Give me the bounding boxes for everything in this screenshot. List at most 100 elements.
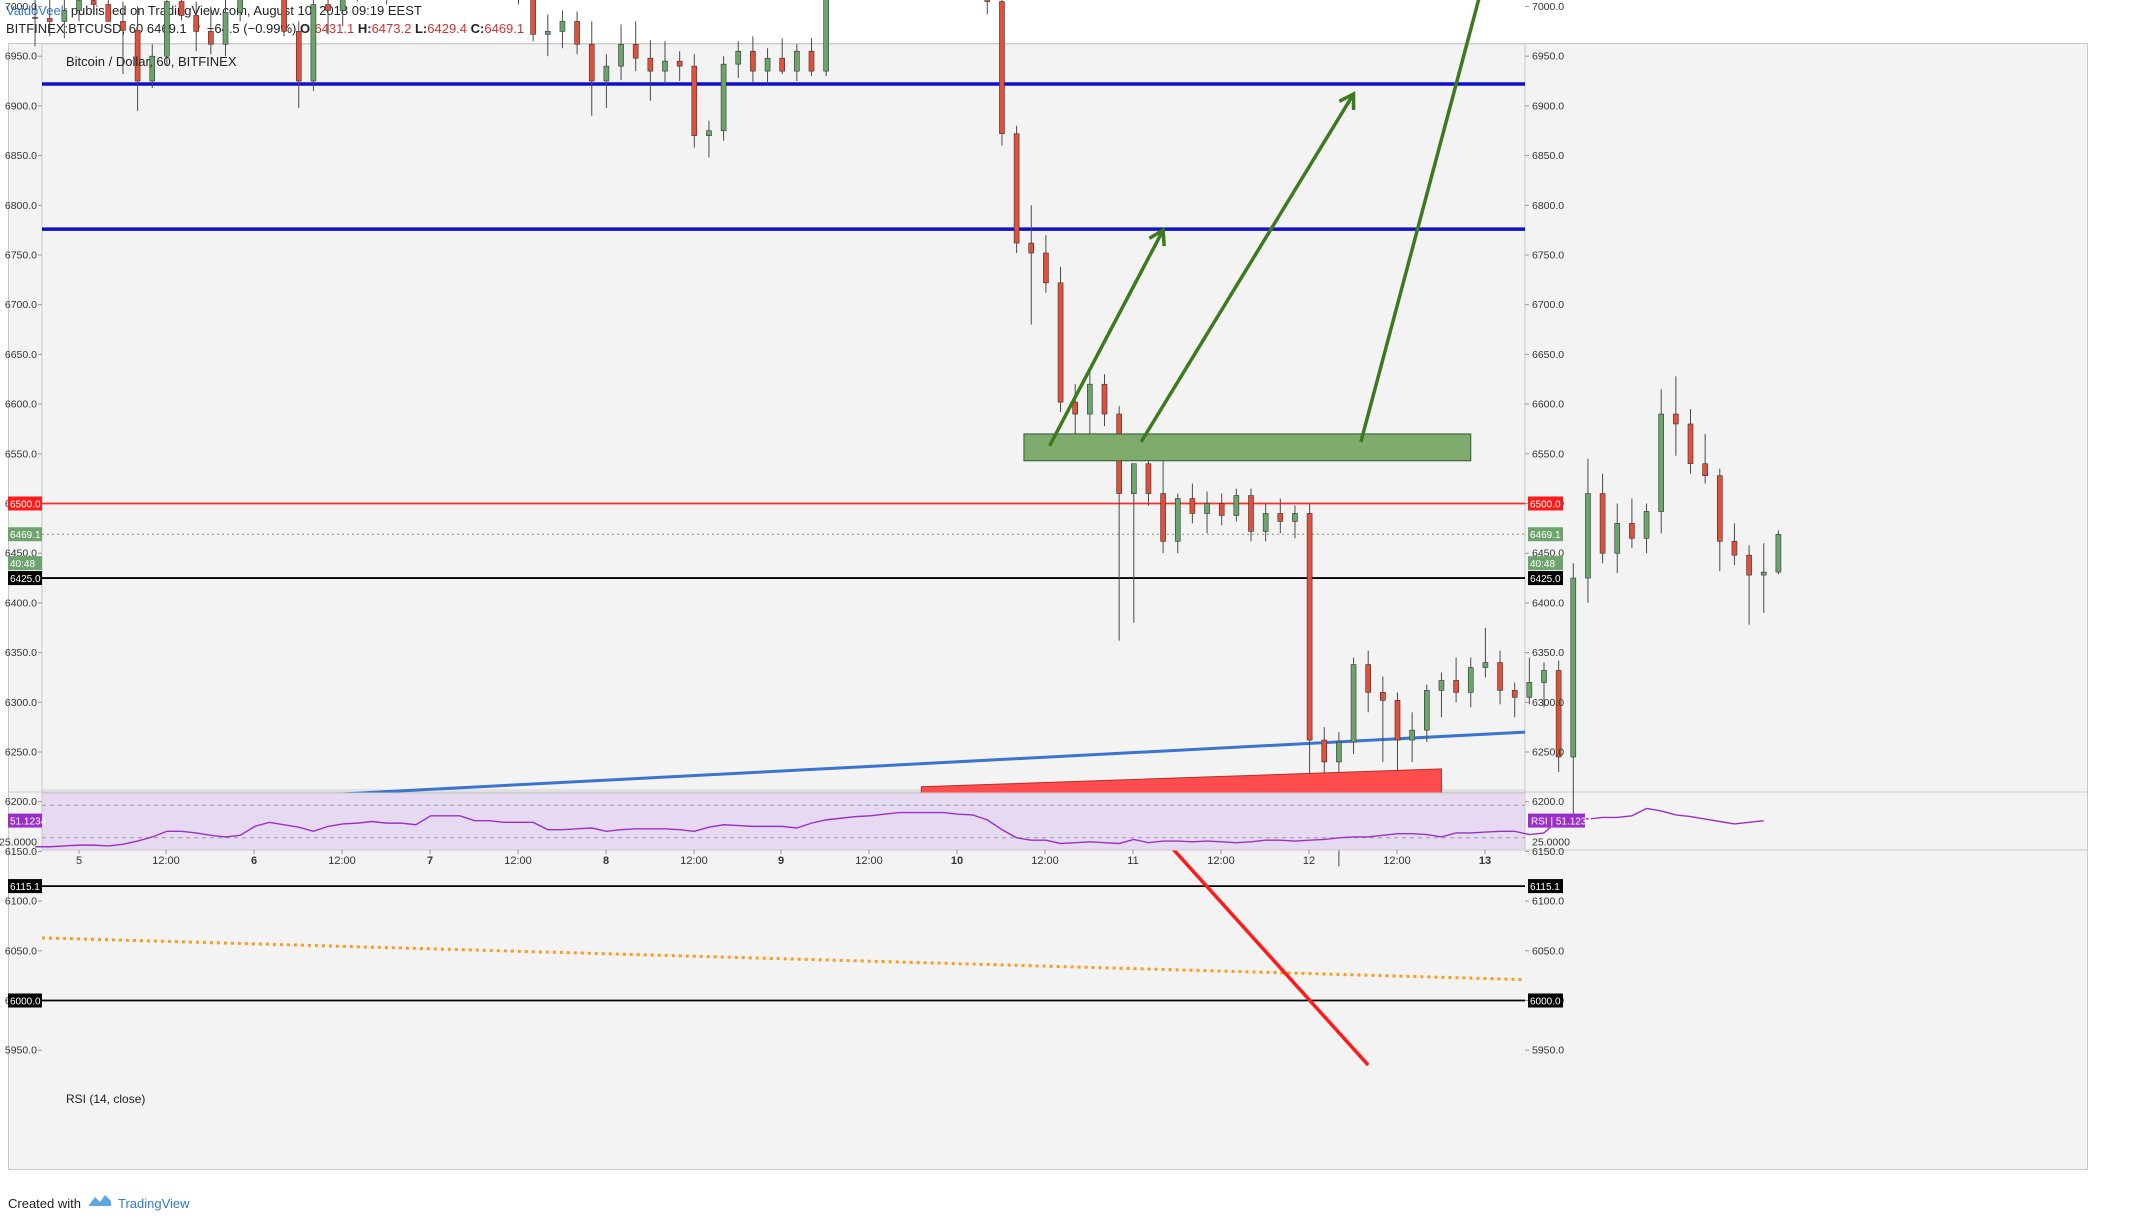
x-tick-label: 12:00 (680, 855, 708, 867)
y-tick-label-left: 6950.0 (5, 51, 37, 63)
candle-body (1350, 664, 1357, 743)
price-label-left (8, 556, 42, 571)
y-tick-label-right: 6600.0 (1532, 399, 1564, 411)
candle-body (1673, 413, 1679, 425)
y-tick-label-right: 6400.0 (1532, 597, 1564, 609)
open-value: 6431.1 (314, 21, 355, 36)
candle-body (559, 21, 566, 32)
candle-body (1321, 739, 1328, 763)
candle-body (1336, 741, 1342, 763)
candle-body (134, 30, 141, 82)
footer: Created with TradingView (0, 1184, 2146, 1221)
rsi-pane: 25.0000 25.0000 51.1234 RSI | 51.1234 (0, 792, 1764, 851)
candle-body (603, 65, 610, 82)
price-labels: 6500.0 6500.0 6469.1 6469.1 40:48 40:48 6425.0… (8, 496, 1563, 1008)
y-tick-label-left: 6650.0 (5, 349, 37, 361)
rsi-value-text-right: RSI | 51.1234 (1531, 817, 1592, 828)
y-tick-label-left: 5950.0 (5, 1045, 37, 1057)
tradingview-logo-icon (89, 1195, 111, 1206)
candle-body (574, 21, 580, 45)
candle-body (281, 0, 287, 32)
candle-body (808, 50, 815, 72)
price-label-left (8, 527, 42, 542)
y-tick-label-right: 5950.0 (1532, 1045, 1564, 1057)
projection-arrows (1048, 0, 1481, 1067)
candle-body (1087, 383, 1093, 415)
y-tick-label-left: 6100.0 (5, 896, 37, 908)
candle-body (1658, 413, 1664, 512)
candle-body (662, 60, 668, 72)
chart-title: Bitcoin / Dollar, 60, BITFINEX (66, 54, 237, 69)
candle-body (208, 31, 214, 45)
candle-body (1101, 383, 1108, 415)
candle-body (76, 0, 82, 11)
price-label-left (8, 879, 42, 894)
candle-body (647, 57, 654, 72)
x-tick-label: 12 (1303, 855, 1315, 867)
zone-rectangle (1023, 433, 1472, 462)
candle-body (46, 18, 53, 22)
high-label: H: (357, 21, 372, 36)
y-tick-label-right: 6050.0 (1532, 945, 1564, 957)
candle-body (237, 0, 243, 13)
candle-body (1614, 523, 1621, 554)
arrow-shaft (1139, 812, 1370, 1067)
price-label-text-left: 40:48 (10, 559, 35, 570)
y-tick-label-right: 6250.0 (1532, 747, 1564, 759)
candle-body (1570, 577, 1577, 758)
x-tick-label: 12:00 (152, 855, 180, 867)
x-tick-label: 8 (603, 855, 609, 867)
price-label-right (1528, 496, 1563, 511)
candle-body (1775, 534, 1782, 573)
tradingview-link[interactable]: TradingView (118, 1196, 190, 1211)
close-value: 6469.1 (484, 21, 525, 36)
candle-body (632, 43, 639, 59)
candle-body (1629, 523, 1635, 539)
author-username-link[interactable]: VaidoVeek (6, 3, 68, 18)
candle-body (339, 0, 346, 11)
candle-body (735, 50, 742, 65)
price-label-text-left: 6469.1 (10, 530, 41, 541)
candle-body (1028, 242, 1035, 254)
y-tick-label-left: 6600.0 (5, 399, 37, 411)
y-tick-label-right: 6800.0 (1532, 200, 1564, 212)
y-tick-label-left: 6550.0 (5, 448, 37, 460)
candle-body (1131, 463, 1137, 494)
y-tick-label-right: 6300.0 (1532, 697, 1564, 709)
candle-body (1702, 463, 1708, 476)
candle-body (1555, 670, 1562, 758)
candle-body (295, 31, 302, 82)
y-tick-label-right: 6350.0 (1532, 647, 1564, 659)
price-label-text-right: 40:48 (1530, 559, 1555, 570)
x-tick-label: 5 (76, 855, 82, 867)
candle-body (1424, 690, 1430, 731)
price-label-text-right: 6469.1 (1530, 530, 1561, 541)
candle-body (691, 65, 698, 137)
candle-body (530, 0, 536, 35)
candle-body (1160, 493, 1166, 542)
arrow-head (1338, 91, 1356, 110)
candles (32, 0, 1782, 867)
candle-body (544, 31, 551, 35)
rsi-tick-label-right: 25.0000 (1532, 836, 1570, 848)
candle-body (984, 0, 991, 2)
candle-body (178, 1, 185, 16)
low-label: L: (414, 21, 428, 36)
price-label-text-right: 6115.1 (1530, 882, 1560, 893)
y-tick-label-right: 6550.0 (1532, 448, 1564, 460)
candle-body (1467, 667, 1474, 693)
candle-body (1189, 498, 1196, 514)
y-tick-label-right: 7000.0 (1532, 1, 1564, 13)
price-label-text-left: 6115.1 (10, 882, 40, 893)
candle-body (1717, 475, 1723, 542)
candle-body (1599, 493, 1606, 554)
rsi-band-background (41, 792, 1526, 851)
published-text: published on TradingView.com, August 10,… (67, 3, 422, 18)
x-tick-label: 11 (1127, 855, 1138, 867)
candle-body (1233, 495, 1240, 516)
candle-body (1043, 252, 1049, 284)
x-tick-label: 7 (427, 855, 433, 867)
y-tick-label-right: 6100.0 (1532, 896, 1564, 908)
x-tick-label: 12:00 (1383, 855, 1411, 867)
